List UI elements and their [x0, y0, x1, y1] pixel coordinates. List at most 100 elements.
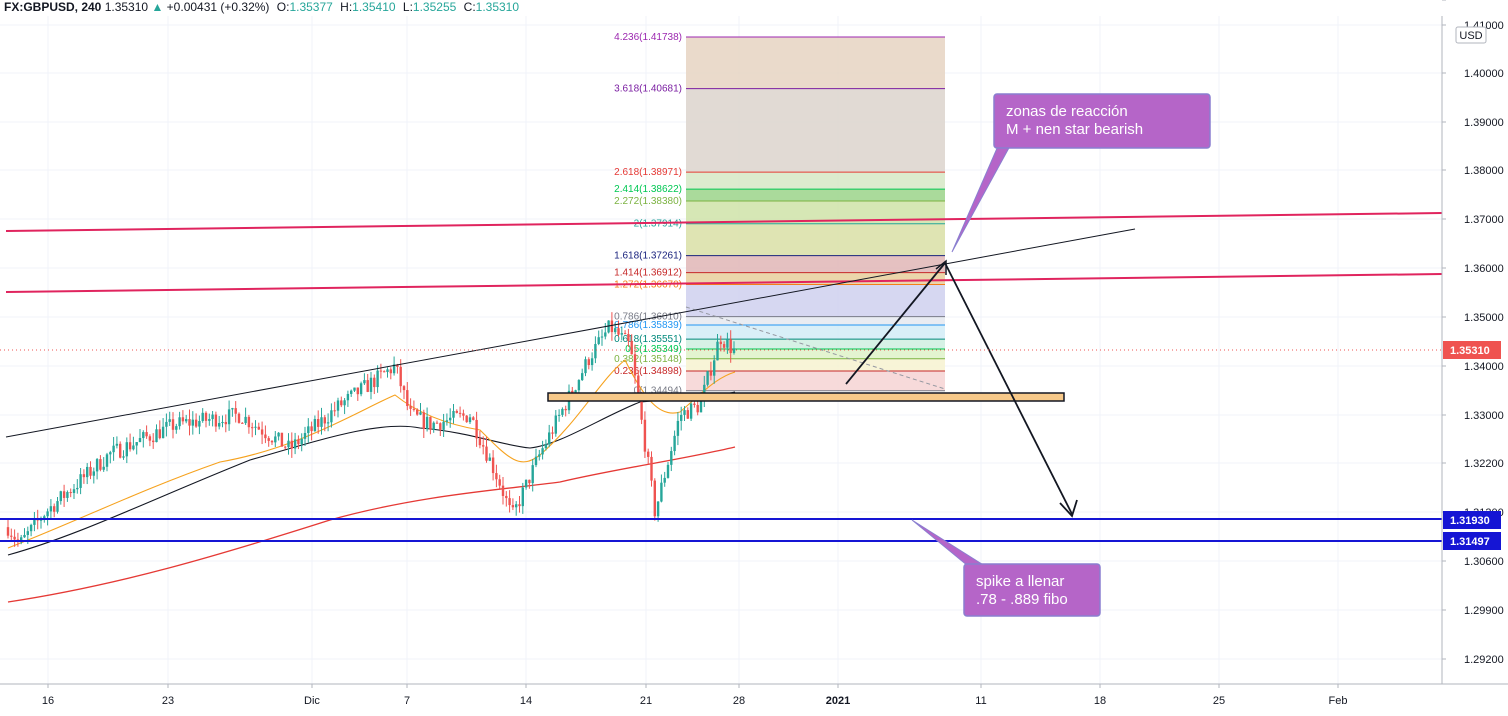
fib-level-label: 0.5(1.35349) — [625, 344, 682, 355]
candle-body — [399, 366, 402, 387]
fib-zone — [686, 370, 945, 391]
price-tag-label: 1.35310 — [1450, 345, 1490, 357]
x-axis-tick-label: 7 — [404, 695, 410, 707]
callout-spike-fill: spike a llenar.78 - .889 fibo — [911, 519, 1101, 617]
close-value: 1.35310 — [475, 0, 520, 14]
y-axis-tick-label: 1.34000 — [1464, 361, 1504, 373]
change-up-icon: ▲ — [151, 0, 164, 14]
x-axis-tick-label: 18 — [1094, 695, 1106, 707]
candle-body — [726, 339, 729, 348]
callout-text: spike a llenar — [976, 573, 1064, 590]
price-change: +0.00431 (+0.32%) — [166, 0, 270, 14]
trend-line-black — [5, 228, 1136, 438]
candle-body — [706, 371, 709, 385]
x-axis-tick-label: 16 — [42, 695, 54, 707]
candle-body — [353, 387, 356, 391]
candle-body — [86, 466, 89, 478]
candle-body — [6, 527, 10, 536]
candle-body — [501, 485, 505, 496]
candle-body — [13, 536, 16, 540]
candle-body — [557, 414, 561, 416]
y-axis-tick-label: 1.42000 — [1464, 0, 1504, 3]
candle-body — [277, 432, 280, 437]
candle-body — [442, 421, 445, 430]
y-axis-tick-label: 1.29900 — [1464, 605, 1504, 617]
candle-body — [597, 337, 600, 344]
candle-body — [488, 457, 491, 461]
fib-zone — [686, 358, 945, 371]
candle-body — [317, 419, 320, 427]
candle-body — [284, 446, 287, 448]
candle-body — [531, 465, 534, 484]
candle-body — [260, 429, 264, 435]
fib-level-label: 1.618(1.37261) — [614, 251, 682, 262]
callout-box — [993, 93, 1211, 149]
candle-body — [406, 390, 409, 407]
candle-body — [379, 370, 383, 372]
fib-zone — [686, 223, 945, 256]
candle-body — [564, 408, 567, 411]
candle-body — [620, 333, 623, 335]
candle-body — [234, 408, 237, 414]
candle-body — [115, 443, 119, 446]
candle-body — [594, 343, 597, 359]
candle-body — [10, 535, 13, 537]
close-label: C: — [463, 0, 476, 14]
candle-body — [264, 434, 267, 439]
candle-body — [689, 403, 693, 419]
callout-text: zonas de reacción — [1006, 103, 1128, 120]
arrow-head-down — [1059, 499, 1078, 518]
fib-level-label: 1.414(1.36912) — [614, 268, 682, 279]
y-axis-tick-label: 1.37000 — [1464, 214, 1504, 226]
candle-body — [313, 419, 317, 432]
candle-body — [534, 456, 538, 466]
fib-zone — [686, 325, 945, 340]
price-tag-label: 1.31497 — [1450, 536, 1490, 548]
candle-body — [135, 442, 138, 446]
candle-body — [152, 440, 155, 443]
y-axis-tick-label: 1.32200 — [1464, 458, 1504, 470]
candle-body — [366, 380, 369, 392]
candle-body — [574, 390, 577, 394]
fib-zone — [686, 316, 945, 326]
fib-zone — [686, 348, 945, 359]
candle-body — [653, 480, 656, 517]
price-tag — [1443, 532, 1501, 550]
candle-body — [396, 364, 399, 367]
candle-body — [33, 518, 36, 525]
candle-body — [538, 454, 541, 457]
candle-body — [554, 415, 557, 434]
fib-zone — [686, 339, 945, 349]
x-axis-tick-label: Dic — [304, 695, 320, 707]
callout-text: .78 - .889 fibo — [976, 591, 1068, 608]
candle-body — [449, 417, 452, 421]
candle-body — [138, 438, 142, 443]
candle-body — [604, 332, 607, 337]
candlestick-series — [6, 312, 736, 547]
candle-body — [333, 410, 336, 412]
y-axis-tick-label: 1.29200 — [1464, 654, 1504, 666]
currency-badge-label: USD — [1459, 30, 1482, 42]
y-axis-tick-label: 1.40000 — [1464, 68, 1504, 80]
candle-body — [310, 426, 313, 432]
price-tag — [1443, 341, 1501, 359]
arrow-head-up — [935, 259, 947, 275]
trend-line-lower-red — [5, 273, 1443, 293]
candle-body — [102, 466, 105, 470]
candle-body — [590, 358, 594, 366]
fibonacci-extension[interactable]: 4.236(1.41738) 3.618(1.40681) 2.618(1.3897… — [614, 32, 946, 397]
candle-body — [392, 364, 396, 374]
candle-body — [128, 442, 132, 450]
candle-body — [267, 438, 270, 441]
candle-body — [343, 400, 346, 406]
candle-body — [521, 487, 524, 507]
candle-body — [290, 440, 293, 449]
candle-body — [422, 412, 425, 429]
candle-body — [112, 445, 115, 453]
candle-body — [158, 429, 161, 439]
candle-body — [132, 445, 135, 450]
candle-body — [455, 410, 458, 413]
candle-body — [577, 380, 581, 391]
